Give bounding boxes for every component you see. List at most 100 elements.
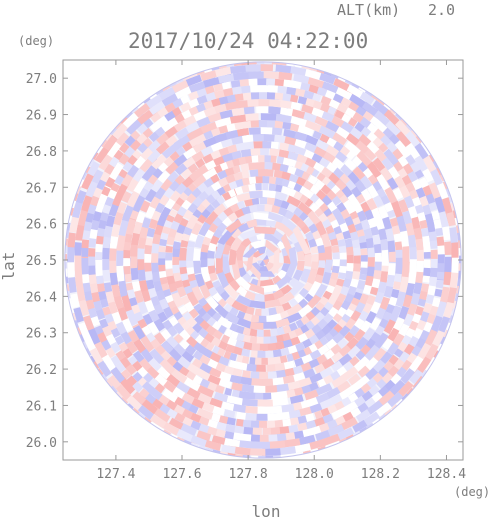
radar-cell: [115, 350, 126, 361]
radar-cell: [340, 285, 350, 296]
radar-cell: [303, 368, 316, 379]
radar-cell: [266, 197, 276, 206]
radar-cell: [288, 158, 297, 168]
radar-cell: [360, 261, 368, 268]
y-tick-label: 26.7: [26, 181, 57, 196]
radar-cell: [137, 245, 145, 260]
radar-cell: [263, 293, 275, 302]
radar-cell: [336, 380, 352, 394]
radar-cell: [74, 242, 82, 256]
radar-cell: [293, 443, 312, 454]
radar-cell: [246, 218, 260, 228]
radar-cell: [174, 85, 193, 100]
radar-cell: [257, 78, 269, 86]
radar-cell: [356, 193, 366, 204]
radar-cell: [250, 371, 260, 379]
radar-cell: [204, 85, 215, 95]
radar-cell: [279, 347, 290, 357]
y-tick-label: 26.0: [26, 436, 57, 451]
radar-cell: [130, 243, 138, 257]
radar-cell: [142, 127, 154, 139]
radar-cell: [362, 411, 381, 427]
radar-cell: [324, 89, 337, 100]
radar-cell: [212, 280, 221, 289]
radar-disk: [64, 61, 462, 459]
radar-cell: [170, 305, 180, 315]
radar-cell: [223, 438, 241, 448]
radar-cell: [274, 120, 284, 129]
radar-cell: [256, 254, 263, 261]
radar-cell: [214, 66, 235, 77]
radar-cell: [231, 382, 243, 392]
radar-cell: [206, 419, 219, 429]
radar-cell: [327, 213, 337, 223]
radar-cell: [294, 131, 310, 142]
radar-cell: [165, 245, 173, 253]
radar-cell: [221, 401, 235, 411]
radar-cell: [330, 360, 344, 372]
radar-cell: [438, 211, 450, 231]
radar-cell: [434, 196, 446, 214]
radar-cell: [387, 342, 399, 356]
radar-cell: [204, 209, 219, 226]
radar-cell: [185, 214, 199, 230]
y-tick-label: 26.1: [26, 399, 57, 414]
radar-cell: [207, 249, 215, 259]
radar-cell: [207, 258, 215, 267]
radar-cell: [251, 385, 266, 393]
radar-cell: [280, 454, 289, 459]
radar-cell: [222, 365, 235, 375]
radar-cell: [186, 247, 194, 255]
radar-cell: [67, 232, 76, 248]
radar-cell: [236, 200, 246, 210]
y-unit-label: (deg): [18, 34, 54, 48]
radar-cell: [304, 389, 319, 401]
radar-cell: [120, 369, 132, 380]
radar-cell: [156, 215, 167, 227]
radar-cell: [179, 339, 190, 350]
x-axis-title: lon: [252, 502, 281, 521]
radar-cell: [193, 260, 202, 275]
radar-cell: [267, 307, 278, 316]
radar-cell: [158, 263, 166, 272]
radar-cell: [416, 249, 424, 263]
radar-cell: [165, 252, 173, 261]
radar-cell: [289, 298, 299, 308]
radar-cell: [162, 388, 172, 399]
radar-cell: [131, 281, 141, 292]
radar-cell: [264, 350, 274, 358]
radar-cell: [211, 345, 220, 355]
radar-cell: [344, 270, 354, 281]
radar-cell: [260, 113, 277, 121]
x-tick-label: 128.2: [361, 467, 400, 482]
radar-cell: [260, 148, 270, 156]
radar-cell: [81, 257, 89, 275]
radar-cell: [384, 186, 399, 206]
radar-cell: [95, 308, 106, 320]
radar-cell: [222, 183, 232, 193]
radar-cell: [200, 69, 218, 81]
radar-cell: [369, 317, 382, 331]
radar-cell: [95, 202, 105, 213]
radar-cell: [182, 311, 192, 322]
radar-cell: [303, 149, 316, 160]
radar-cell: [125, 282, 134, 291]
radar-cell: [205, 296, 219, 310]
radar-cell: [261, 392, 272, 400]
radar-cell: [267, 364, 276, 372]
radar-cell: [214, 116, 232, 128]
radar-cell: [145, 237, 153, 246]
radar-cell: [332, 252, 340, 261]
radar-cell: [223, 409, 236, 419]
radar-cell: [331, 184, 341, 195]
radar-cell: [220, 334, 230, 344]
radar-cell: [374, 252, 382, 263]
radar-cell: [419, 219, 428, 229]
radar-cell: [304, 293, 314, 303]
radar-cell: [292, 225, 312, 255]
radar-cell: [279, 355, 288, 364]
radar-cell: [199, 338, 210, 348]
radar-cell: [316, 354, 328, 365]
radar-cell: [229, 352, 238, 362]
radar-cell: [248, 321, 264, 330]
